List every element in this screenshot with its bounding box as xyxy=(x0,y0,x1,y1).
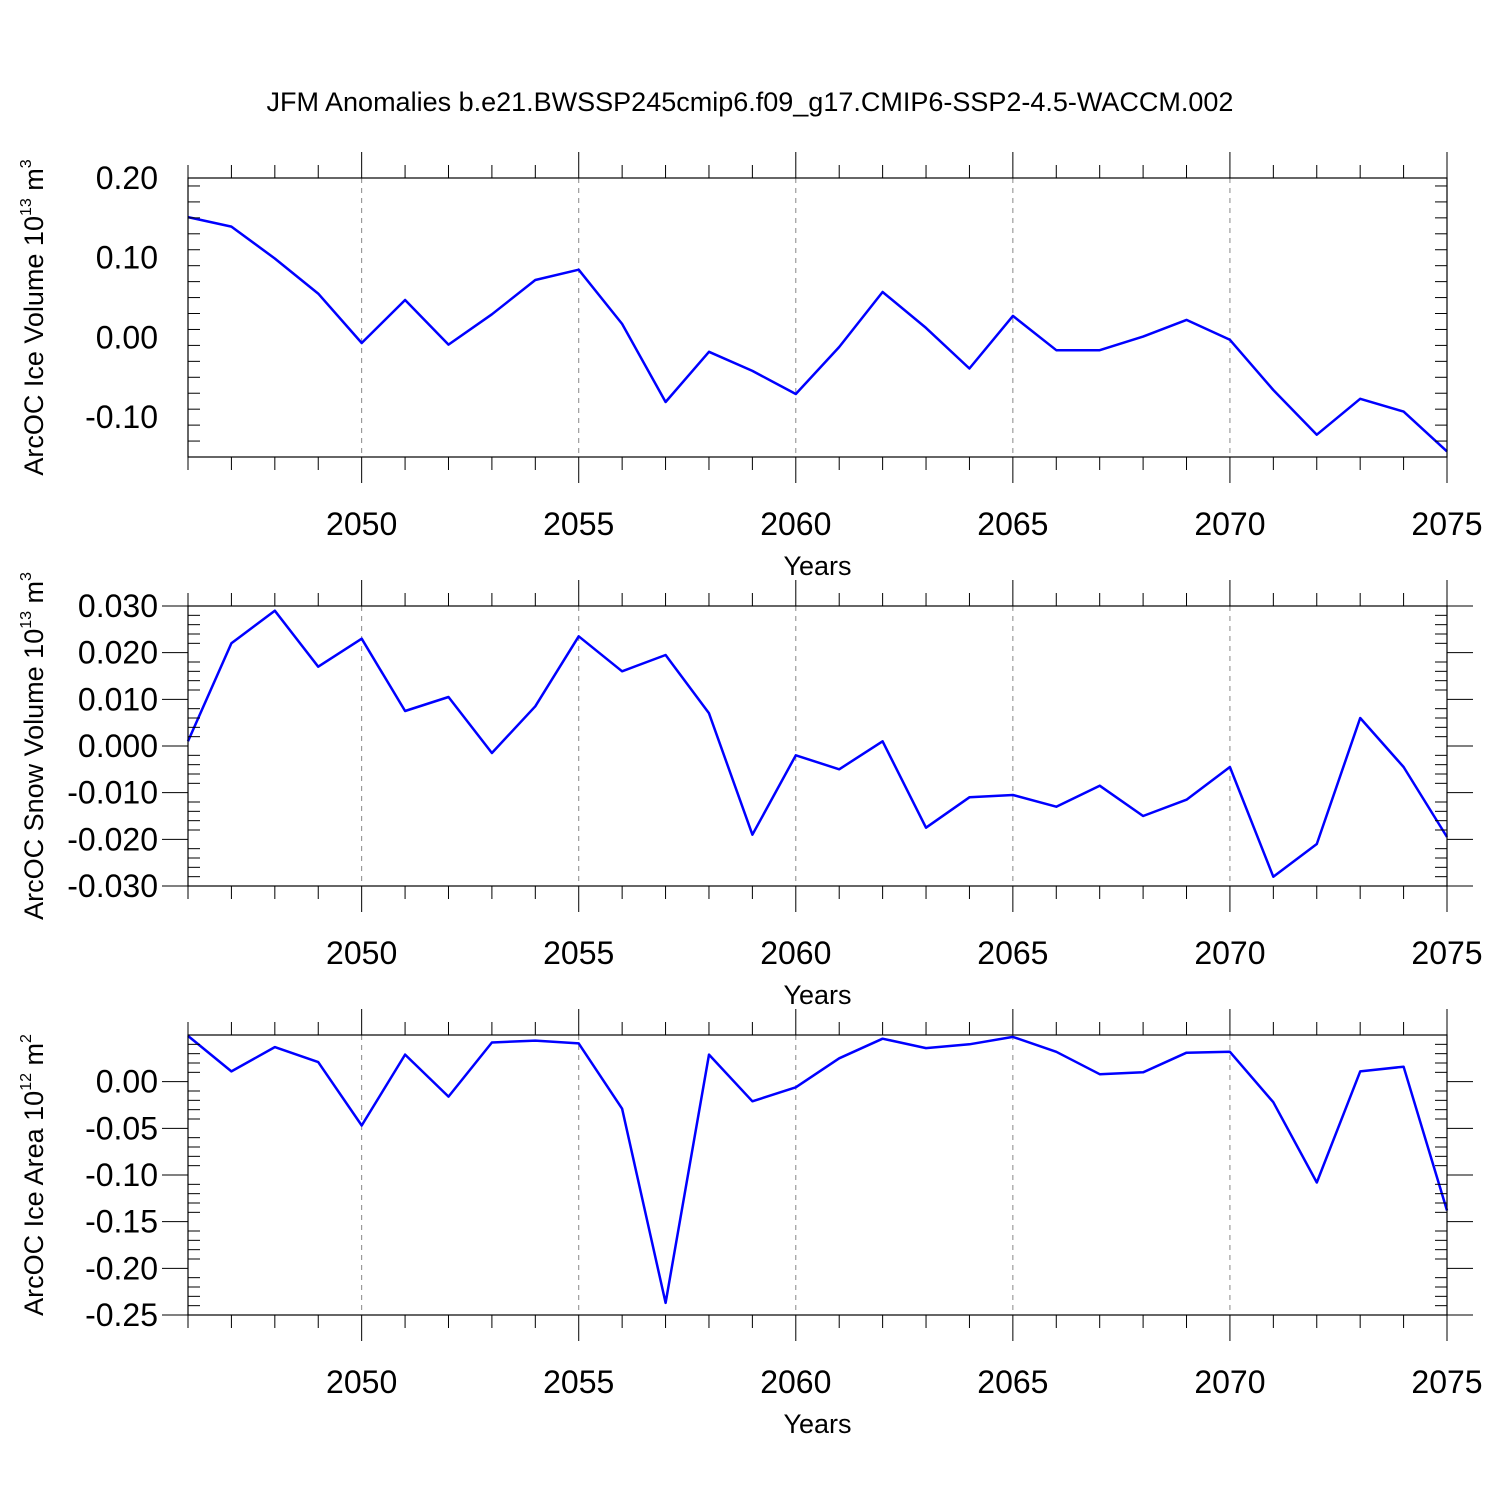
x-tick-label: 2060 xyxy=(760,1364,831,1400)
y-tick-label: 0.20 xyxy=(96,160,158,196)
y-tick-label: 0.020 xyxy=(78,635,158,671)
x-tick-label: 2060 xyxy=(760,935,831,971)
x-axis-label: Years xyxy=(783,980,851,1010)
series-line xyxy=(187,215,1448,453)
y-tick-label: 0.010 xyxy=(78,681,158,717)
x-tick-label: 2050 xyxy=(326,935,397,971)
y-tick-label: -0.020 xyxy=(67,821,158,857)
y-axis-label-unit: m xyxy=(19,1043,49,1073)
y-tick-label: -0.05 xyxy=(85,1110,158,1146)
series-line xyxy=(187,1034,1449,1305)
x-axis-label: Years xyxy=(783,551,851,581)
y-tick-label: -0.15 xyxy=(85,1204,158,1240)
y-axis-label-unit: m xyxy=(19,581,49,611)
y-tick-label: -0.20 xyxy=(85,1250,158,1286)
x-tick-label: 2070 xyxy=(1194,1364,1265,1400)
x-tick-label: 2055 xyxy=(543,506,614,542)
y-axis-label-exponent: 12 xyxy=(18,1073,35,1091)
x-tick-label: 2055 xyxy=(543,935,614,971)
y-axis-label-unit-exponent: 2 xyxy=(18,1034,35,1043)
x-tick-label: 2065 xyxy=(977,506,1048,542)
panel-snow-volume: 0.030 0.020 0.010 0.000 -0.010 -0.020 -0.030 20… xyxy=(18,572,1483,1010)
x-tick-label: 2075 xyxy=(1411,1364,1482,1400)
x-tick-label: 2070 xyxy=(1194,506,1265,542)
plot-frame xyxy=(187,1034,1448,1316)
y-tick-label: -0.25 xyxy=(85,1297,158,1333)
figure-title: JFM Anomalies b.e21.BWSSP245cmip6.f09_g1… xyxy=(267,87,1234,117)
x-tick-label: 2075 xyxy=(1411,506,1482,542)
y-axis-label-exponent: 13 xyxy=(18,611,35,629)
y-axis-label: ArcOC Ice Area 1012 m2 xyxy=(18,1034,49,1316)
x-tick-label: 2050 xyxy=(326,506,397,542)
y-tick-label: 0.00 xyxy=(96,319,158,355)
y-axis-label-exponent: 13 xyxy=(18,198,35,216)
x-axis-label: Years xyxy=(783,1409,851,1439)
y-tick-label: -0.010 xyxy=(67,775,158,811)
panel-ice-volume: 0.20 0.10 0.00 -0.10 2050 2055 2060 2065 2070 207… xyxy=(18,152,1483,581)
y-axis-label-unit: m xyxy=(19,168,49,198)
plot-frame xyxy=(187,605,1448,887)
y-tick-label: 0.00 xyxy=(96,1064,158,1100)
series-line xyxy=(186,609,1449,878)
x-tick-label: 2070 xyxy=(1194,935,1265,971)
y-axis-label-text: ArcOC Snow Volume 10 xyxy=(19,629,49,920)
y-axis-label-unit-exponent: 3 xyxy=(18,572,35,581)
y-tick-label: 0.000 xyxy=(78,728,158,764)
y-axis-label: ArcOC Snow Volume 1013 m3 xyxy=(18,572,49,920)
y-tick-label: -0.10 xyxy=(85,1157,158,1193)
y-axis-label: ArcOC Ice Volume 1013 m3 xyxy=(18,159,49,475)
y-tick-label: -0.030 xyxy=(67,868,158,904)
x-tick-label: 2065 xyxy=(977,1364,1048,1400)
x-tick-label: 2050 xyxy=(326,1364,397,1400)
x-tick-label: 2055 xyxy=(543,1364,614,1400)
plot-frame xyxy=(187,177,1448,458)
y-tick-label: -0.10 xyxy=(85,399,158,435)
x-tick-label: 2060 xyxy=(760,506,831,542)
panel-ice-area: 0.00 -0.05 -0.10 -0.15 -0.20 -0.25 2050 2055 206… xyxy=(18,1009,1483,1439)
x-tick-label: 2065 xyxy=(977,935,1048,971)
x-tick-label: 2075 xyxy=(1411,935,1482,971)
y-axis-label-text: ArcOC Ice Area 10 xyxy=(19,1091,49,1316)
y-tick-label: 0.10 xyxy=(96,240,158,276)
y-axis-label-unit-exponent: 3 xyxy=(18,159,35,168)
y-axis-label-text: ArcOC Ice Volume 10 xyxy=(19,216,49,476)
y-tick-label: 0.030 xyxy=(78,588,158,624)
